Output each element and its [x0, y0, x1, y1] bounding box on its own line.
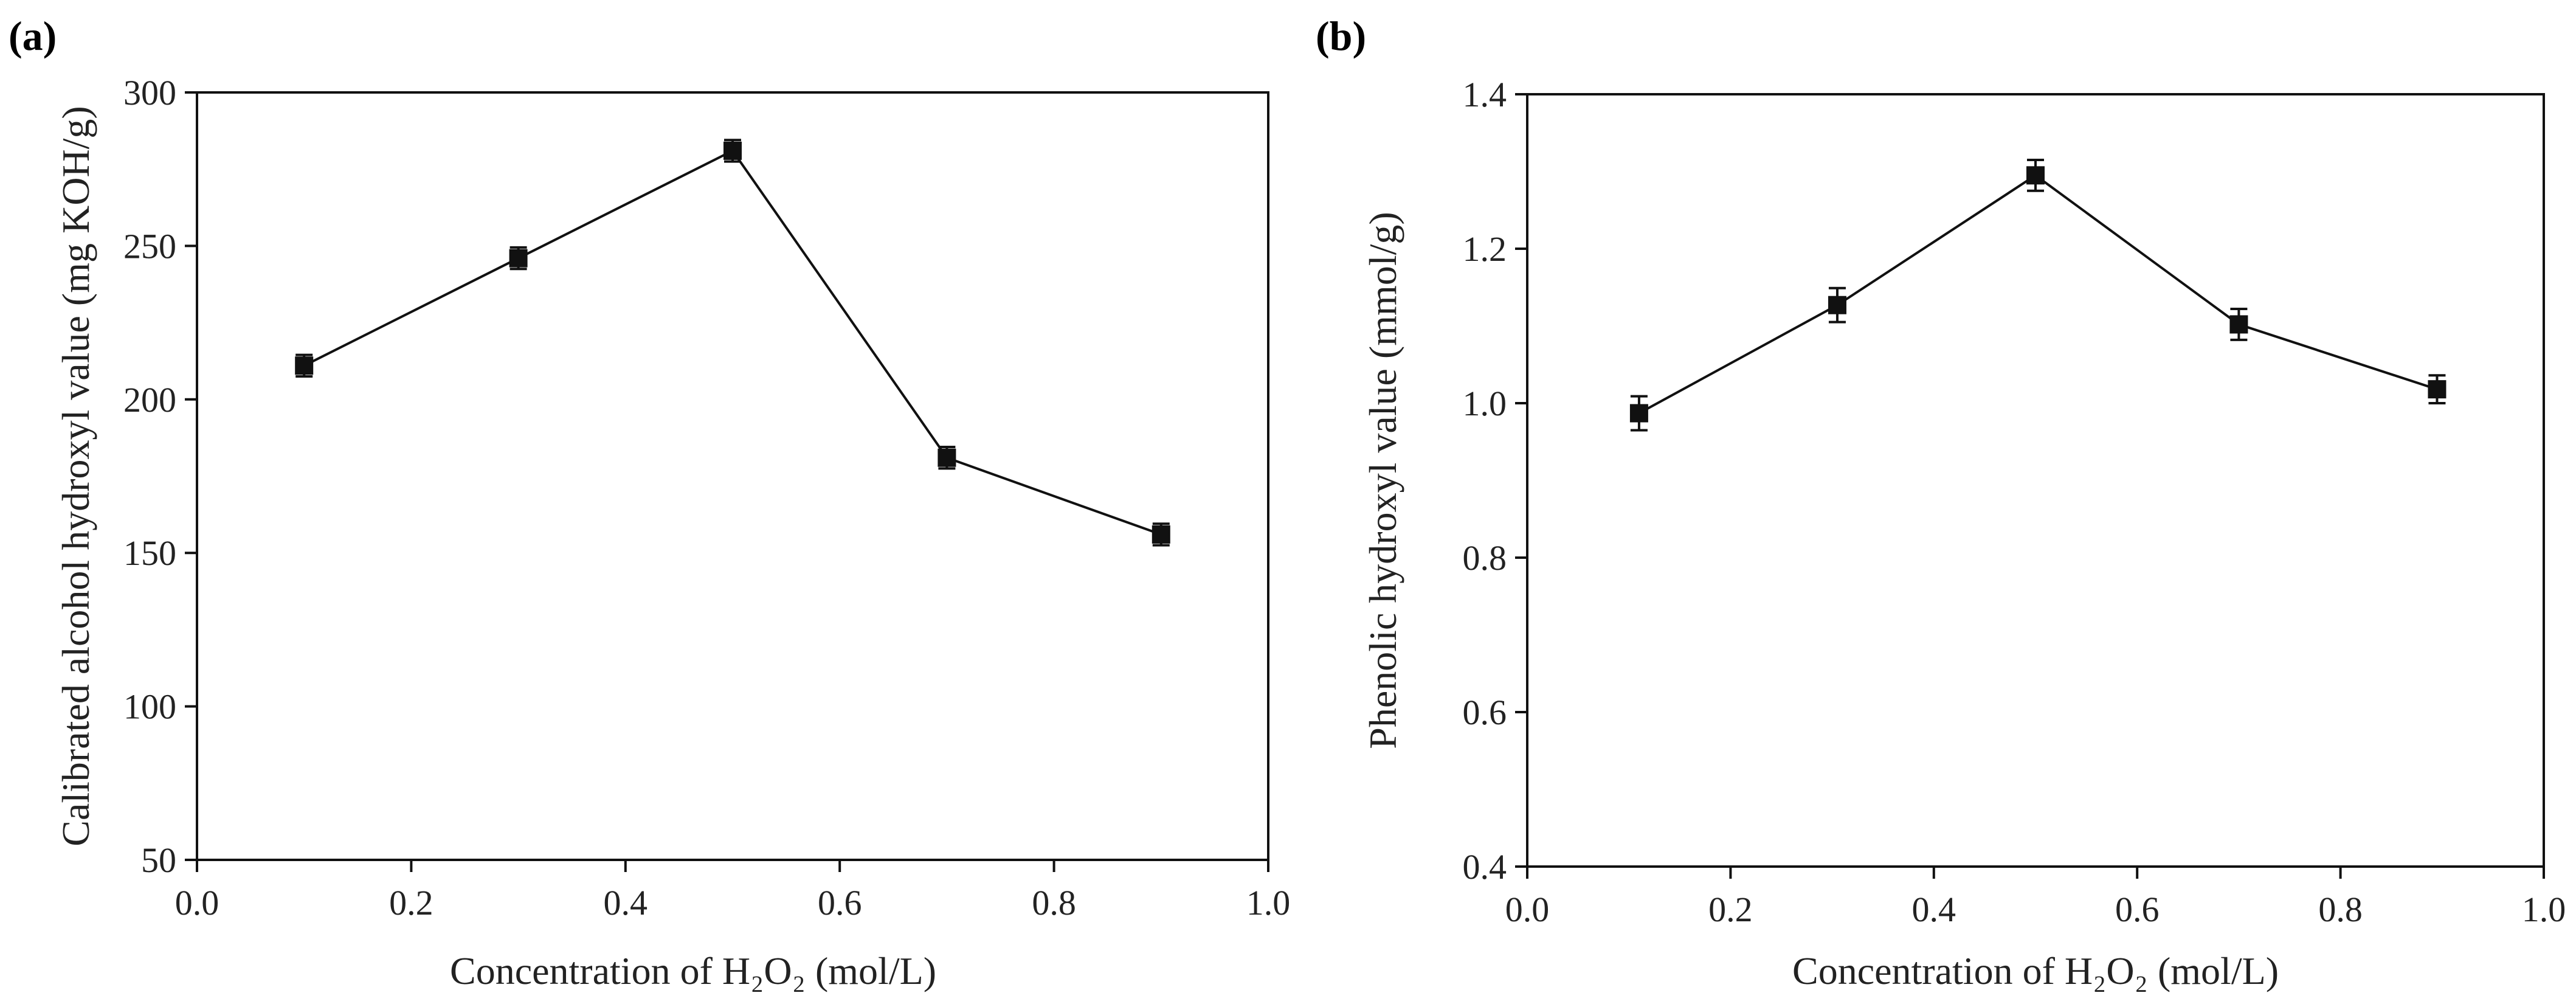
x-tick-label-b: 0.0 [1505, 890, 1550, 929]
x-tick-label-a: 1.0 [1246, 883, 1291, 923]
series-a [295, 139, 1170, 547]
y-tick-label-b: 0.4 [1463, 847, 1507, 887]
x-tick-label-a: 0.8 [1032, 883, 1076, 923]
series-line-b [1638, 173, 2438, 415]
y-tick-label-a: 200 [123, 380, 176, 420]
y-tick-label-a: 250 [123, 226, 176, 266]
x-tick-label-a: 0.2 [389, 883, 433, 923]
x-tick-label-b: 0.2 [1708, 890, 1753, 929]
data-point-a [938, 448, 956, 467]
data-point-b [1629, 404, 1648, 423]
chart-panel-b: (b) 0.0 0.2 0.4 0.6 0.8 1.0 0.4 0.6 0.8 1.0 1.2 1.… [1316, 13, 2566, 992]
x-tick-label-a: 0.6 [818, 883, 862, 923]
x-axis-label-b: Concentration of H₂O₂ (mol/L) [1792, 949, 2279, 992]
y-axis-label-a: Calibrated alcohol hydroxyl value (mg KO… [54, 106, 97, 846]
y-tick-label-b: 0.6 [1463, 693, 1507, 732]
data-point-a [509, 249, 528, 268]
y-tick-label-a: 300 [123, 73, 176, 113]
series-line-a [303, 149, 1162, 536]
plot-frame-a [196, 91, 1269, 861]
data-point-b [2026, 166, 2045, 185]
y-axis-label-b: Phenolic hydroxyl value (mmol/g) [1361, 212, 1404, 749]
series-b [1629, 158, 2447, 432]
y-tick-label-a: 50 [141, 840, 176, 880]
data-point-a [723, 141, 742, 160]
data-point-a [295, 356, 314, 375]
x-axis-b: 0.0 0.2 0.4 0.6 0.8 1.0 [1505, 867, 2566, 929]
y-tick-label-b: 1.2 [1463, 229, 1507, 269]
y-tick-label-a: 100 [123, 687, 176, 727]
chart-panel-a: (a) 0.0 0.2 0.4 0.6 0.8 1.0 50 100 150 200 250 300… [9, 13, 1290, 992]
x-tick-label-b: 1.0 [2522, 890, 2566, 929]
data-point-b [2428, 380, 2447, 399]
x-tick-label-b: 0.4 [1912, 890, 1956, 929]
x-tick-label-b: 0.6 [2115, 890, 2160, 929]
data-point-b [2229, 315, 2248, 334]
panel-label-a: (a) [9, 13, 57, 59]
y-axis-a: 50 100 150 200 250 300 [123, 73, 197, 880]
plot-frame-b [1526, 93, 2545, 868]
y-axis-b: 0.4 0.6 0.8 1.0 1.2 1.4 [1463, 75, 1527, 887]
x-axis-a: 0.0 0.2 0.4 0.6 0.8 1.0 [175, 860, 1291, 923]
y-tick-label-b: 1.4 [1463, 75, 1507, 114]
y-tick-label-b: 0.8 [1463, 538, 1507, 578]
y-tick-label-b: 1.0 [1463, 384, 1507, 423]
y-tick-label-a: 150 [123, 533, 176, 573]
data-point-b [1828, 296, 1846, 314]
data-point-a [1152, 525, 1170, 544]
x-tick-label-b: 0.8 [2318, 890, 2363, 929]
x-tick-label-a: 0.0 [175, 883, 219, 923]
panel-label-b: (b) [1316, 13, 1366, 59]
x-axis-label-a: Concentration of H₂O₂ (mol/L) [450, 949, 936, 992]
x-tick-label-a: 0.4 [604, 883, 648, 923]
